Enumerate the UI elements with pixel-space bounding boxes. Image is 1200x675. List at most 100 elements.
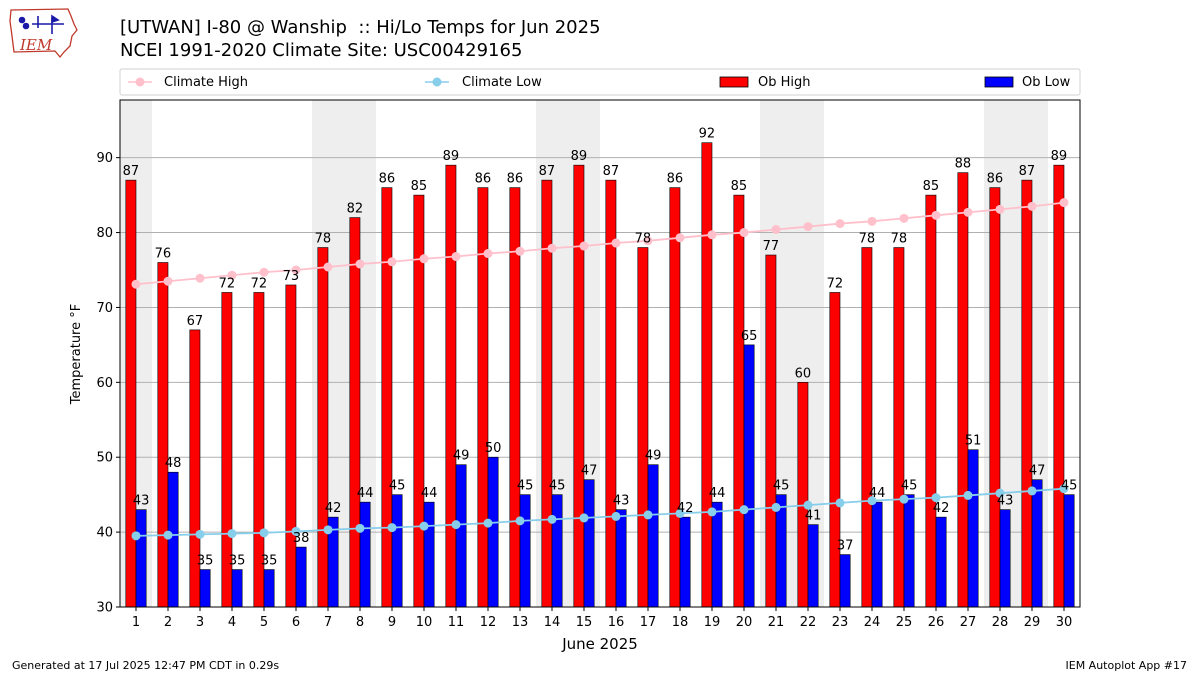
ob-high-bar [925,194,937,608]
climate-low-point [675,508,685,518]
legend-ob-high-swatch [719,76,749,88]
x-tick-label: 27 [960,615,977,630]
climate-high-line [135,201,1065,286]
x-tick-label: 19 [704,615,721,630]
climate-high-point [931,210,941,220]
ob-low-value-label: 43 [133,494,150,509]
climate-low-point [451,520,461,530]
y-axis: 30 40 50 60 70 80 90 [96,151,120,616]
ob-low-value-label: 35 [229,554,246,569]
legend-box [119,68,1081,96]
climate-low-point [547,514,557,524]
legend-ob-low-swatch [984,76,1014,88]
ob-low-value-label: 44 [869,486,886,501]
climate-low-point [899,494,909,504]
ob-high-bar [797,382,809,608]
climate-high-point [899,213,909,223]
x-tick-label: 14 [544,615,561,630]
ob-high-bar [285,284,297,608]
ob-low-bar [903,494,915,608]
climate-high-point [611,238,621,248]
x-tick-label: 16 [608,615,625,630]
climate-high-point [323,262,333,272]
ob-low-bar [455,464,467,608]
ob-low-value-label: 44 [357,486,374,501]
y-tick-label: 50 [96,451,113,466]
ob-low-bar [295,546,307,608]
x-tick-label: 4 [228,615,236,630]
climate-high-point [1059,198,1069,208]
climate-high-point [739,228,749,238]
ob-high-value-label: 89 [443,149,460,164]
ob-high-value-label: 86 [667,172,684,187]
climate-low-point [323,525,333,535]
climate-low-point [867,496,877,506]
climate-high-point [707,230,717,240]
ob-high-bar [893,247,905,608]
ob-low-bar [839,554,851,608]
climate-high-point [643,236,653,246]
ob-high-value-label: 89 [1051,149,1068,164]
ob-low-value-label: 43 [997,494,1014,509]
ob-high-value-label: 89 [571,149,588,164]
ob-high-bar [317,247,329,608]
climate-high-point [163,276,173,286]
climate-high-point [835,219,845,229]
ob-low-value-label: 45 [773,479,790,494]
climate-low-point [195,529,205,539]
legend: Climate High Climate Low Ob High Ob Low [119,68,1081,96]
ob-high-bar [445,164,457,608]
climate-low-point [963,490,973,500]
climate-low-point [483,518,493,528]
ob-high-bar [1021,179,1033,608]
ob-high-value-label: 72 [219,276,236,291]
x-tick-label: 2 [164,615,172,630]
climate-low-point [835,498,845,508]
y-tick-label: 70 [96,301,113,316]
climate-low-point [355,523,365,533]
legend-entry-climate-high: Climate High [128,75,248,90]
climate-low-point [291,526,301,536]
x-tick-label: 28 [992,615,1009,630]
x-tick-label: 25 [896,615,913,630]
ob-low-value-label: 45 [517,479,534,494]
x-tick-label: 18 [672,615,689,630]
climate-low-point [803,500,813,510]
ob-high-value-label: 76 [155,247,172,262]
ob-low-bar [935,516,947,608]
climate-low-point [739,505,749,515]
x-tick-label: 10 [416,615,433,630]
ob-low-bar [871,501,883,608]
ob-low-bar [231,569,243,608]
ob-low-value-label: 41 [805,509,822,524]
ob-low-value-label: 35 [197,554,214,569]
ob-high-bar [733,194,745,608]
climate-low-point [771,502,781,512]
ob-high-value-label: 86 [987,172,1004,187]
ob-high-value-label: 86 [475,172,492,187]
climate-low-point [515,516,525,526]
climate-high-point [1027,201,1037,211]
chart-subtitle: NCEI 1991-2020 Climate Site: USC00429165 [120,40,523,61]
logo-text: IEM [19,36,53,54]
climate-lines [131,198,1069,541]
ob-low-value-label: 65 [741,329,758,344]
ob-low-bar [615,509,627,608]
ob-high-value-label: 85 [731,179,748,194]
ob-high-bar [701,142,713,608]
climate-high-point [419,254,429,264]
ob-high-value-label: 78 [635,232,652,247]
x-tick-label: 22 [800,615,817,630]
iowa-state-outline [9,8,78,58]
legend-climate-high-marker [135,77,145,87]
ob-low-value-label: 44 [709,486,726,501]
legend-entry-ob-low: Ob Low [984,75,1071,90]
x-tick-label: 15 [576,615,593,630]
ob-low-value-label: 42 [933,501,950,516]
weather-station-icon [18,14,64,34]
ob-low-bar [423,501,435,608]
x-tick-label: 26 [928,615,945,630]
ob-high-bar [669,187,681,608]
ob-high-bar [125,179,137,608]
chart-title: [UTWAN] I-80 @ Wanship :: Hi/Lo Temps fo… [120,17,601,38]
